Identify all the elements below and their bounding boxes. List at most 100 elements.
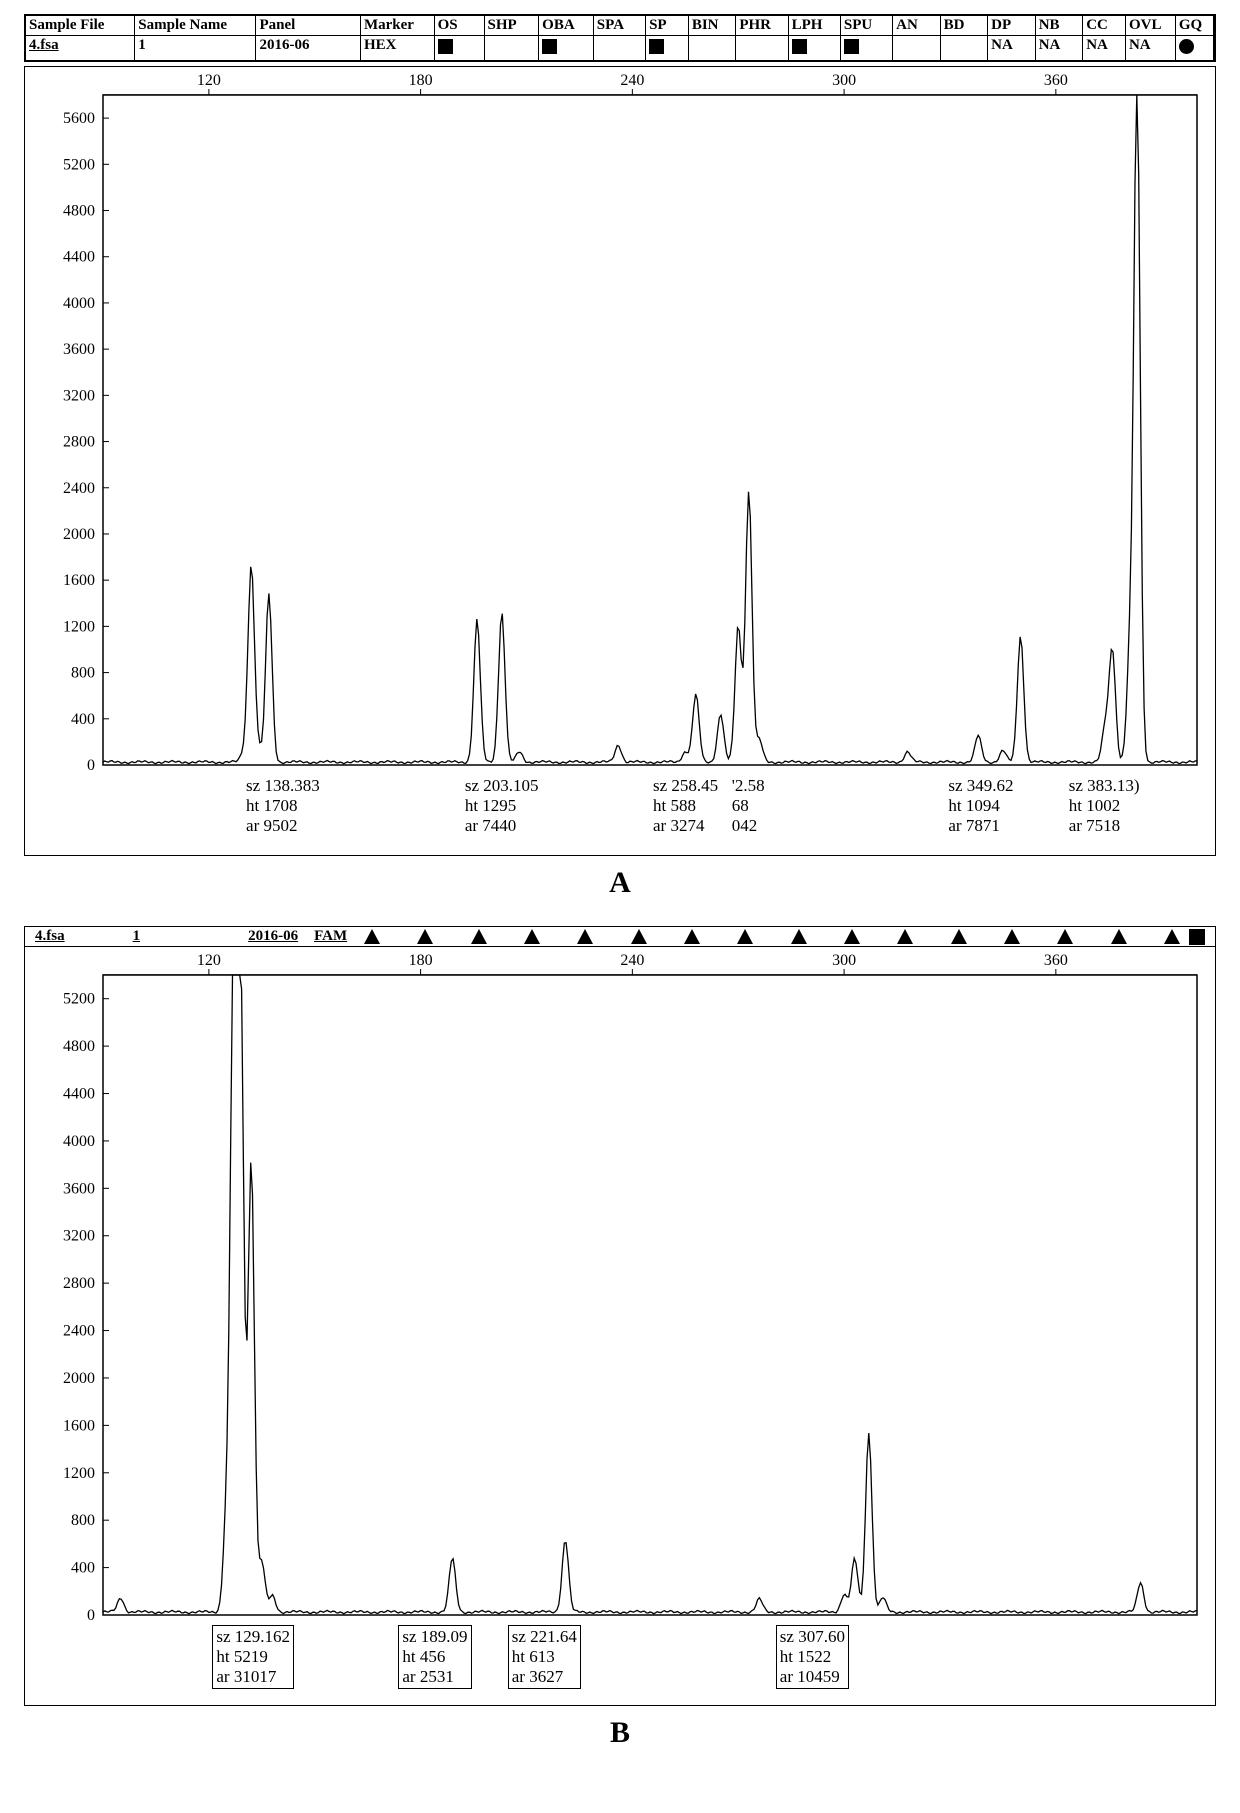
svg-text:3600: 3600 (63, 341, 95, 358)
hdr-dp: DP (988, 16, 1036, 35)
svg-text:800: 800 (71, 665, 95, 682)
svg-text:4400: 4400 (63, 1086, 95, 1103)
peak-callout: '2.5868042 (729, 775, 768, 837)
svg-text:4400: 4400 (63, 249, 95, 266)
hdr-sample-name: Sample Name (135, 16, 256, 35)
hdrval-cc: NA (1083, 36, 1126, 60)
hdr-spu: SPU (841, 16, 893, 35)
electropherogram-a: 1201802403003600400800120016002000240028… (25, 67, 1215, 851)
svg-text:120: 120 (197, 72, 221, 89)
peak-callout: sz 189.09ht 456ar 2531 (398, 1625, 471, 1689)
subfile-b: 4.fsa (31, 927, 69, 946)
svg-text:400: 400 (71, 711, 95, 728)
svg-text:3200: 3200 (63, 1228, 95, 1245)
svg-text:2800: 2800 (63, 434, 95, 451)
hdrval-nb: NA (1036, 36, 1084, 60)
svg-text:2000: 2000 (63, 1370, 95, 1387)
marker-b: FAM (310, 927, 351, 946)
svg-text:4000: 4000 (63, 1133, 95, 1150)
svg-text:5200: 5200 (63, 156, 95, 173)
hdrval-an (893, 36, 941, 60)
hdr-phr: PHR (736, 16, 788, 35)
panel-letter-a: A (24, 866, 1216, 900)
hdr-sample-file: Sample File (26, 16, 135, 35)
hdr-panel: Panel (256, 16, 361, 35)
triangle-marker-icon (576, 928, 594, 946)
hdrval-gq (1176, 36, 1214, 60)
triangle-marker-icon (950, 928, 968, 946)
svg-text:300: 300 (832, 72, 856, 89)
hdrval-sample-file: 4.fsa (26, 36, 135, 60)
svg-text:360: 360 (1044, 72, 1068, 89)
hdrval-spa (594, 36, 646, 60)
header-table: Sample FileSample NamePanelMarkerOSSHPOB… (24, 14, 1216, 62)
hdrval-dp: NA (988, 36, 1036, 60)
hdr-cc: CC (1083, 16, 1126, 35)
triangle-marker-icon (1163, 928, 1181, 946)
svg-text:1600: 1600 (63, 572, 95, 589)
hdrval-marker: HEX (361, 36, 435, 60)
panel-letter-b: B (24, 1716, 1216, 1750)
hdrval-oba (539, 36, 594, 60)
triangle-marker-icon (416, 928, 434, 946)
svg-text:360: 360 (1044, 952, 1068, 969)
triangle-marker-icon (1003, 928, 1021, 946)
svg-text:5200: 5200 (63, 991, 95, 1008)
hdr-os: OS (435, 16, 485, 35)
peak-callout: sz 221.64ht 613ar 3627 (508, 1625, 581, 1689)
svg-text:4800: 4800 (63, 203, 95, 220)
peak-callout: sz 138.383ht 1708ar 9502 (243, 775, 323, 837)
peak-callout: sz 258.45ht 588ar 3274 (650, 775, 721, 837)
svg-text:0: 0 (87, 757, 95, 774)
hdrval-phr (736, 36, 788, 60)
tail-square-icon (1189, 929, 1205, 945)
peak-callout: sz 307.60ht 1522ar 10459 (776, 1625, 849, 1689)
hdr-gq: GQ (1176, 16, 1214, 35)
svg-text:2000: 2000 (63, 526, 95, 543)
hdrval-ovl: NA (1126, 36, 1176, 60)
electropherogram-b: 1201802403003600400800120016002000240028… (25, 947, 1215, 1701)
hdrval-bin (689, 36, 737, 60)
triangle-marker-icon (470, 928, 488, 946)
svg-text:4000: 4000 (63, 295, 95, 312)
hdr-nb: NB (1036, 16, 1084, 35)
hdr-oba: OBA (539, 16, 594, 35)
panel-b: 4.fsa 1 2016-06 FAM 12018024030036004008… (24, 926, 1216, 1706)
svg-text:2400: 2400 (63, 480, 95, 497)
triangle-marker-icon (630, 928, 648, 946)
svg-text:2800: 2800 (63, 1275, 95, 1292)
subname-b: 1 (129, 927, 145, 946)
hdr-ovl: OVL (1126, 16, 1176, 35)
triangle-marker-icon (736, 928, 754, 946)
hdrval-os (435, 36, 485, 60)
hdr-shp: SHP (485, 16, 540, 35)
peak-callout: sz 383.13)ht 1002ar 7518 (1066, 775, 1143, 837)
svg-text:2400: 2400 (63, 1323, 95, 1340)
svg-text:120: 120 (197, 952, 221, 969)
triangle-marker-icon (896, 928, 914, 946)
svg-text:300: 300 (832, 952, 856, 969)
svg-text:240: 240 (620, 72, 644, 89)
triangle-marker-icon (363, 928, 381, 946)
hdrval-spu (841, 36, 893, 60)
triangle-marker-icon (790, 928, 808, 946)
svg-text:4800: 4800 (63, 1038, 95, 1055)
marker-triangles-b (351, 928, 1181, 946)
hdr-spa: SPA (594, 16, 646, 35)
hdrval-bd (941, 36, 989, 60)
svg-text:5600: 5600 (63, 110, 95, 127)
panel-a: 1201802403003600400800120016002000240028… (24, 66, 1216, 856)
hdr-bd: BD (941, 16, 989, 35)
hdrval-sample-name: 1 (135, 36, 256, 60)
hdr-an: AN (893, 16, 941, 35)
triangle-marker-icon (523, 928, 541, 946)
hdr-bin: BIN (689, 16, 737, 35)
panel-b-subheader: 4.fsa 1 2016-06 FAM (25, 927, 1215, 947)
svg-text:180: 180 (409, 72, 433, 89)
triangle-marker-icon (1056, 928, 1074, 946)
hdr-sp: SP (646, 16, 689, 35)
svg-text:3600: 3600 (63, 1180, 95, 1197)
svg-text:1600: 1600 (63, 1417, 95, 1434)
svg-text:180: 180 (409, 952, 433, 969)
svg-text:1200: 1200 (63, 618, 95, 635)
